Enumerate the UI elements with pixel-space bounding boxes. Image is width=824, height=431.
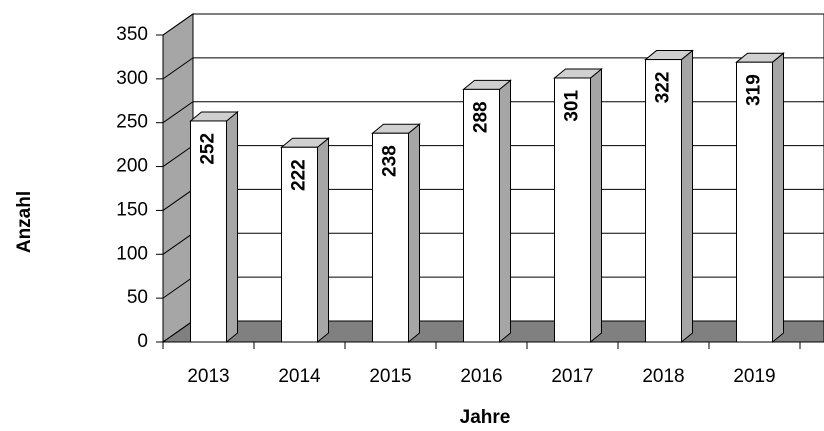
bar: 301 [553, 67, 603, 344]
x-tick-label: 2016 [460, 366, 502, 387]
data-label: 322 [653, 72, 674, 104]
bar-front [554, 77, 591, 343]
x-tick-label: 2015 [369, 366, 411, 387]
data-label: 252 [198, 133, 219, 165]
bar-side [408, 123, 420, 344]
data-label: 238 [380, 145, 401, 177]
y-tick-label: 100 [116, 243, 148, 264]
y-tick-label: 250 [116, 112, 148, 133]
bar: 252 [189, 110, 239, 344]
data-label: 319 [744, 74, 765, 106]
y-tick-label: 350 [116, 24, 148, 45]
side-wall [162, 13, 194, 343]
grid-line [162, 13, 824, 36]
bar-front [645, 59, 682, 343]
y-tick-label: 150 [116, 199, 148, 220]
grid-line [162, 57, 824, 80]
bar: 238 [371, 123, 421, 344]
y-axis-title: Anzahl [14, 191, 35, 253]
bar: 322 [644, 49, 694, 344]
x-tick-label: 2013 [187, 366, 229, 387]
bar-front [190, 120, 227, 343]
bar-side [499, 79, 511, 344]
x-tick-label: 2019 [733, 366, 775, 387]
y-tick-label: 50 [127, 287, 148, 308]
bar: 222 [280, 137, 330, 344]
y-tick-label: 300 [116, 68, 148, 89]
bar-side [317, 137, 329, 344]
x-tick-label: 2017 [551, 366, 593, 387]
data-label: 222 [289, 159, 310, 191]
y-tick-label: 0 [137, 331, 148, 352]
x-axis-title: Jahre [460, 407, 511, 428]
bar-side [681, 49, 693, 344]
y-tick-label: 200 [116, 156, 148, 177]
bar: 288 [462, 79, 512, 344]
bar: 319 [735, 52, 785, 344]
bar-front [463, 88, 500, 343]
data-label: 301 [562, 90, 583, 122]
bar-side [590, 67, 602, 344]
bar-front [736, 61, 773, 343]
bar-side [772, 52, 784, 344]
bar-front [281, 146, 318, 343]
x-tick-label: 2014 [278, 366, 321, 387]
bar-side [226, 110, 238, 344]
grid-line [162, 101, 824, 124]
data-label: 288 [471, 101, 492, 133]
x-tick-label: 2018 [642, 366, 684, 387]
